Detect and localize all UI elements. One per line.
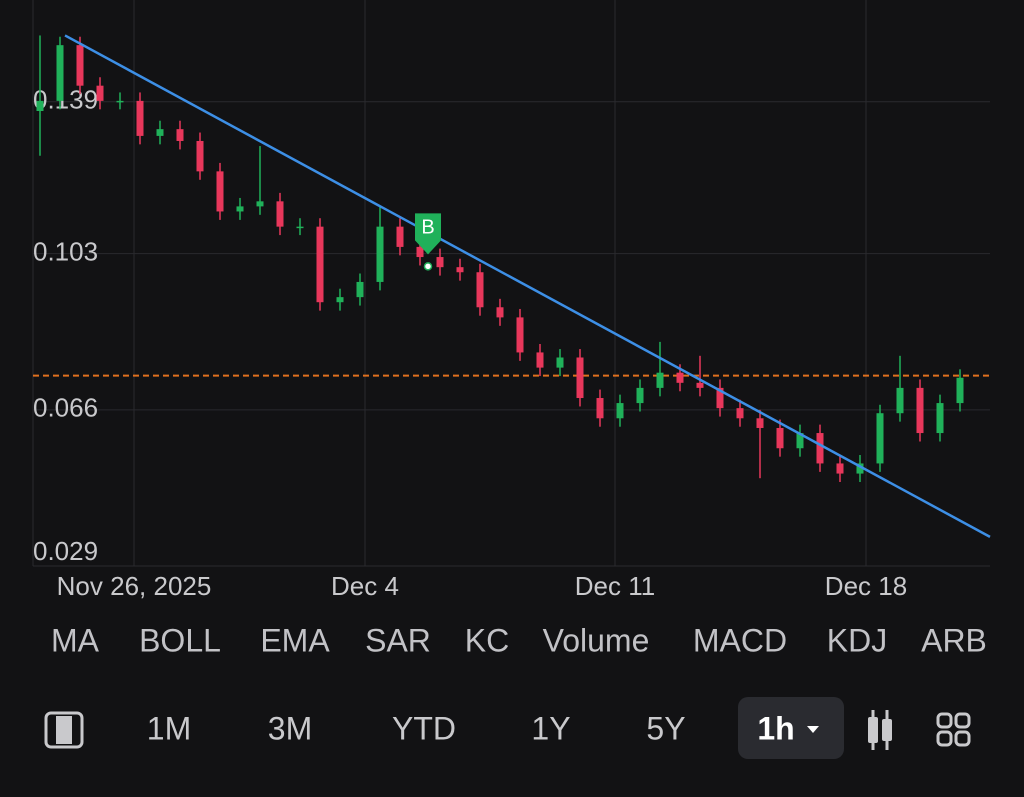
candle-body bbox=[176, 129, 184, 141]
candle-body bbox=[636, 387, 644, 404]
candle-body bbox=[716, 387, 724, 409]
candle-body bbox=[896, 387, 904, 414]
candle-body bbox=[696, 382, 704, 388]
candle-body bbox=[376, 226, 384, 282]
layout-icon[interactable] bbox=[44, 711, 84, 749]
candle-body bbox=[56, 45, 64, 101]
candle-body bbox=[136, 100, 144, 136]
candle-body bbox=[416, 246, 424, 258]
candle-body bbox=[676, 372, 684, 383]
candle-body bbox=[776, 427, 784, 449]
candle-body bbox=[356, 281, 364, 298]
x-tick-label: Dec 18 bbox=[825, 571, 907, 601]
candle-body bbox=[236, 206, 244, 212]
candle-body bbox=[216, 171, 224, 212]
marker-label: B bbox=[421, 217, 434, 239]
candle-body bbox=[616, 403, 624, 419]
indicator-tab[interactable]: BOLL bbox=[139, 622, 221, 658]
candle-body bbox=[536, 352, 544, 368]
marker-point bbox=[423, 262, 433, 271]
candle-body bbox=[36, 100, 44, 112]
interval-button[interactable]: 1h bbox=[757, 710, 794, 746]
candle-body bbox=[516, 317, 524, 353]
indicator-tab[interactable]: SAR bbox=[365, 622, 431, 658]
range-button[interactable]: 1Y bbox=[531, 710, 570, 746]
indicator-tab[interactable]: KDJ bbox=[827, 622, 887, 658]
candle-body bbox=[296, 226, 304, 229]
trendline bbox=[64, 34, 991, 538]
candle-body bbox=[396, 226, 404, 247]
y-tick-label: 0.103 bbox=[33, 237, 98, 267]
interval-selected-bg[interactable] bbox=[738, 697, 844, 759]
dropdown-arrow[interactable] bbox=[807, 726, 819, 733]
candle-body bbox=[476, 272, 484, 308]
range-button[interactable]: 5Y bbox=[646, 710, 685, 746]
candle-body bbox=[576, 357, 584, 399]
grid-menu-icon[interactable] bbox=[936, 712, 971, 747]
marker-pin[interactable] bbox=[415, 213, 441, 255]
candle-body bbox=[276, 201, 284, 227]
y-tick-label: 0.066 bbox=[33, 393, 98, 423]
candle-body bbox=[96, 85, 104, 101]
candle-body bbox=[76, 45, 84, 86]
candle-body bbox=[456, 267, 464, 273]
candle-body bbox=[316, 226, 324, 303]
range-button[interactable]: YTD bbox=[392, 710, 456, 746]
candle-body bbox=[736, 408, 744, 419]
candle-body bbox=[196, 140, 204, 172]
range-button[interactable]: 1M bbox=[147, 710, 191, 746]
candle-body bbox=[936, 403, 944, 434]
candle-body bbox=[336, 297, 344, 303]
x-tick-label: Dec 4 bbox=[331, 571, 399, 601]
candle-body bbox=[116, 100, 124, 103]
candle-body bbox=[256, 201, 264, 207]
indicator-tab[interactable]: KC bbox=[465, 622, 509, 658]
y-tick-label: 0.139 bbox=[33, 85, 98, 115]
candle-body bbox=[656, 372, 664, 388]
candle-body bbox=[816, 433, 824, 464]
candle-body bbox=[496, 307, 504, 318]
candle-body bbox=[436, 257, 444, 268]
candle-body bbox=[596, 398, 604, 419]
indicator-tab[interactable]: ARB bbox=[921, 622, 987, 658]
candle-body bbox=[156, 129, 164, 136]
candle-body bbox=[796, 433, 804, 449]
x-tick-label: Dec 11 bbox=[575, 571, 655, 601]
plot: 0.029 0.066 0.103 0.139 Nov 26, 2025 Dec 4 Dec… bbox=[33, 34, 991, 601]
indicator-tab[interactable]: Volume bbox=[543, 622, 650, 658]
grid bbox=[33, 0, 990, 567]
x-tick-label: Nov 26, 2025 bbox=[57, 571, 212, 601]
indicator-tab[interactable]: EMA bbox=[260, 622, 330, 658]
indicator-tab[interactable]: MACD bbox=[693, 622, 787, 658]
candle-body bbox=[956, 377, 964, 404]
candle-body bbox=[756, 418, 764, 428]
y-tick-label: 0.029 bbox=[33, 536, 98, 566]
controls: MA BOLL EMA SAR KC Volume MACD KDJ ARB 1M 3M YTD 1Y 5… bbox=[44, 622, 987, 759]
layout-icon-fill bbox=[56, 716, 72, 744]
candle-body bbox=[836, 463, 844, 474]
candle-body bbox=[916, 387, 924, 434]
candle-body bbox=[856, 463, 864, 474]
indicator-tab[interactable]: MA bbox=[51, 622, 100, 658]
range-button[interactable]: 3M bbox=[268, 710, 312, 746]
candle-body bbox=[556, 357, 564, 368]
candle-type-icon[interactable] bbox=[868, 710, 892, 750]
candle-body bbox=[876, 413, 884, 464]
